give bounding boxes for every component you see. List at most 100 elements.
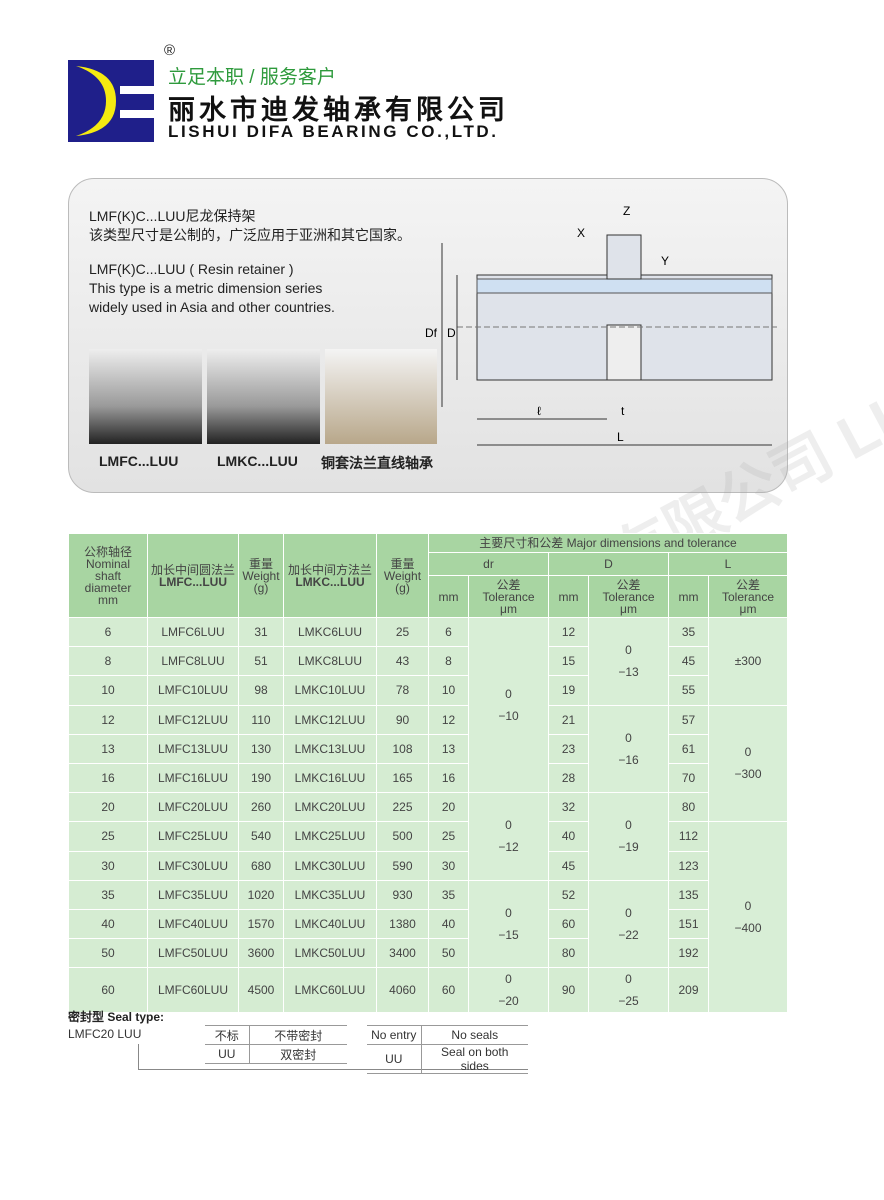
table-row: 30 LMFC30LUU 680 LMKC30LUU 590 30 45 123 [68,850,788,881]
lmkc-model-cell: LMKC6LUU [283,616,377,648]
dr-mm-cell: 35 [428,879,469,910]
L-mm-cell: 209 [668,967,709,1014]
seal-bracket-line [138,1044,528,1070]
L-mm-cell: 55 [668,675,709,706]
header-nominal: 公称轴径 Nominal shaft diameter mm [68,533,148,618]
lmfc-model-cell: LMFC12LUU [147,704,239,735]
table-row: 16 LMFC16LUU 190 LMKC16LUU 165 16 28 70 [68,762,788,794]
tolerance-value: −22 [618,927,639,942]
lmfc-weight-cell: 4500 [238,967,284,1014]
dr-mm-cell: 50 [428,938,469,969]
D-mm-cell: 90 [548,967,589,1014]
lmkc-model-cell: LMKC50LUU [283,938,377,969]
dr-tolerance-cell: 0 −15 [468,879,549,969]
lmfc-weight-cell: 540 [238,821,284,852]
L-mm-cell: 135 [668,879,709,910]
seal-row: UU 双密封 [205,1044,347,1064]
tolerance-value: −16 [618,752,639,767]
header-L-tol: 公差 Tolerance μm [708,575,788,618]
company-name-en: LISHUI DIFA BEARING CO.,LTD. [168,122,499,141]
lmfc-weight-cell: 260 [238,792,284,823]
dr-tolerance-cell: 0 −20 [468,967,549,1014]
lmfc-model-cell: LMFC60LUU [147,967,239,1014]
lmfc-product-photo [89,349,202,444]
lmfc-model-cell: LMFC20LUU [147,792,239,823]
tolerance-value: −19 [618,840,639,855]
tolerance-value: 0 [505,972,512,987]
D-mm-cell: 15 [548,646,589,677]
lmfc-model-cell: LMFC6LUU [147,616,239,648]
D-tolerance-cell: 0 −16 [588,704,669,794]
lmfc-weight-cell: 1570 [238,908,284,940]
D-mm-cell: 12 [548,616,589,648]
header-lmkc: 加长中间方法兰 LMKC...LUU [283,533,377,618]
seal-code-cell: 不标 [205,1025,249,1045]
D-mm-cell: 80 [548,938,589,969]
seal-desc-cell: Seal on both sides [420,1044,528,1074]
seal-code-cell: No entry [367,1025,421,1045]
lmkc-model-cell: LMKC13LUU [283,733,377,764]
tolerance-value: −400 [734,921,762,936]
photo-label-lmfc: LMFC...LUU [99,453,179,469]
dr-mm-cell: 30 [428,850,469,881]
dim-y: Y [661,254,669,268]
tolerance-value: 0 [625,643,632,658]
lmfc-model-cell: LMFC35LUU [147,879,239,910]
D-mm-cell: 32 [548,792,589,823]
seal-desc-cell: 双密封 [248,1044,347,1064]
dimension-diagram: Z X Y Df D ℓ t L [425,204,777,446]
L-mm-cell: 45 [668,646,709,677]
D-mm-cell: 21 [548,704,589,735]
lmkc-weight-cell: 108 [376,733,429,764]
lmfc-weight-cell: 51 [238,646,284,677]
tolerance-value: 0 [505,905,512,920]
header-major-dimensions: 主要尺寸和公差 Major dimensions and tolerance [428,533,788,553]
seal-desc-cell: No seals [420,1025,528,1045]
seal-desc-cell: 不带密封 [248,1025,347,1045]
seal-example-code: LMFC20 LUU [68,1027,142,1041]
D-tolerance-cell: 0 −22 [588,879,669,969]
tolerance-value: 0 [505,818,512,833]
lmfc-model-cell: LMFC16LUU [147,762,239,794]
dr-mm-cell: 40 [428,908,469,940]
lmfc-model-cell: LMFC40LUU [147,908,239,940]
table-row: 60 LMFC60LUU 4500 LMKC60LUU 4060 60 0 −20 90 0 −25… [68,967,788,1014]
D-tolerance-cell: 0 −25 [588,967,669,1014]
dr-mm-cell: 20 [428,792,469,823]
lmkc-product-photo [207,349,320,444]
lmkc-weight-cell: 930 [376,879,429,910]
lmfc-weight-cell: 190 [238,762,284,794]
dr-mm-cell: 12 [428,704,469,735]
nominal-cell: 16 [68,762,148,794]
nominal-cell: 35 [68,879,148,910]
dim-t: t [621,404,625,418]
seal-table-cn: 不标 不带密封 UU 双密封 [205,1025,347,1064]
photo-label-copper: 铜套法兰直线轴承 [321,455,433,471]
dimensions-table: 公称轴径 Nominal shaft diameter mm 加长中间圆法兰 LMFC..… [68,533,788,1014]
D-mm-cell: 45 [548,850,589,881]
header-D: D [548,552,669,576]
lmkc-weight-cell: 590 [376,850,429,881]
lmkc-model-cell: LMKC16LUU [283,762,377,794]
D-mm-cell: 28 [548,762,589,794]
dr-mm-cell: 10 [428,675,469,706]
nominal-cell: 60 [68,967,148,1014]
tolerance-value: −13 [618,665,639,680]
lmkc-weight-cell: 3400 [376,938,429,969]
dim-df: Df [425,326,438,340]
tolerance-value: 0 [505,687,512,702]
D-mm-cell: 23 [548,733,589,764]
table-row: 25 LMFC25LUU 540 LMKC25LUU 500 25 40 112 0 −400 [68,821,788,1014]
lmkc-weight-cell: 90 [376,704,429,735]
dim-L: L [617,430,624,444]
tolerance-value: 0 [625,905,632,920]
L-mm-cell: 123 [668,850,709,881]
lmkc-weight-cell: 25 [376,616,429,648]
lmfc-weight-cell: 98 [238,675,284,706]
intro-en-desc-1: This type is a metric dimension series [89,280,323,296]
L-mm-cell: 151 [668,908,709,940]
lmfc-model-cell: LMFC25LUU [147,821,239,852]
table-row: 6 LMFC6LUU 31 LMKC6LUU 25 6 0 −10 12 0 −13 35 ±300 [68,616,788,794]
tolerance-value: 0 [625,972,632,987]
lmfc-weight-cell: 3600 [238,938,284,969]
